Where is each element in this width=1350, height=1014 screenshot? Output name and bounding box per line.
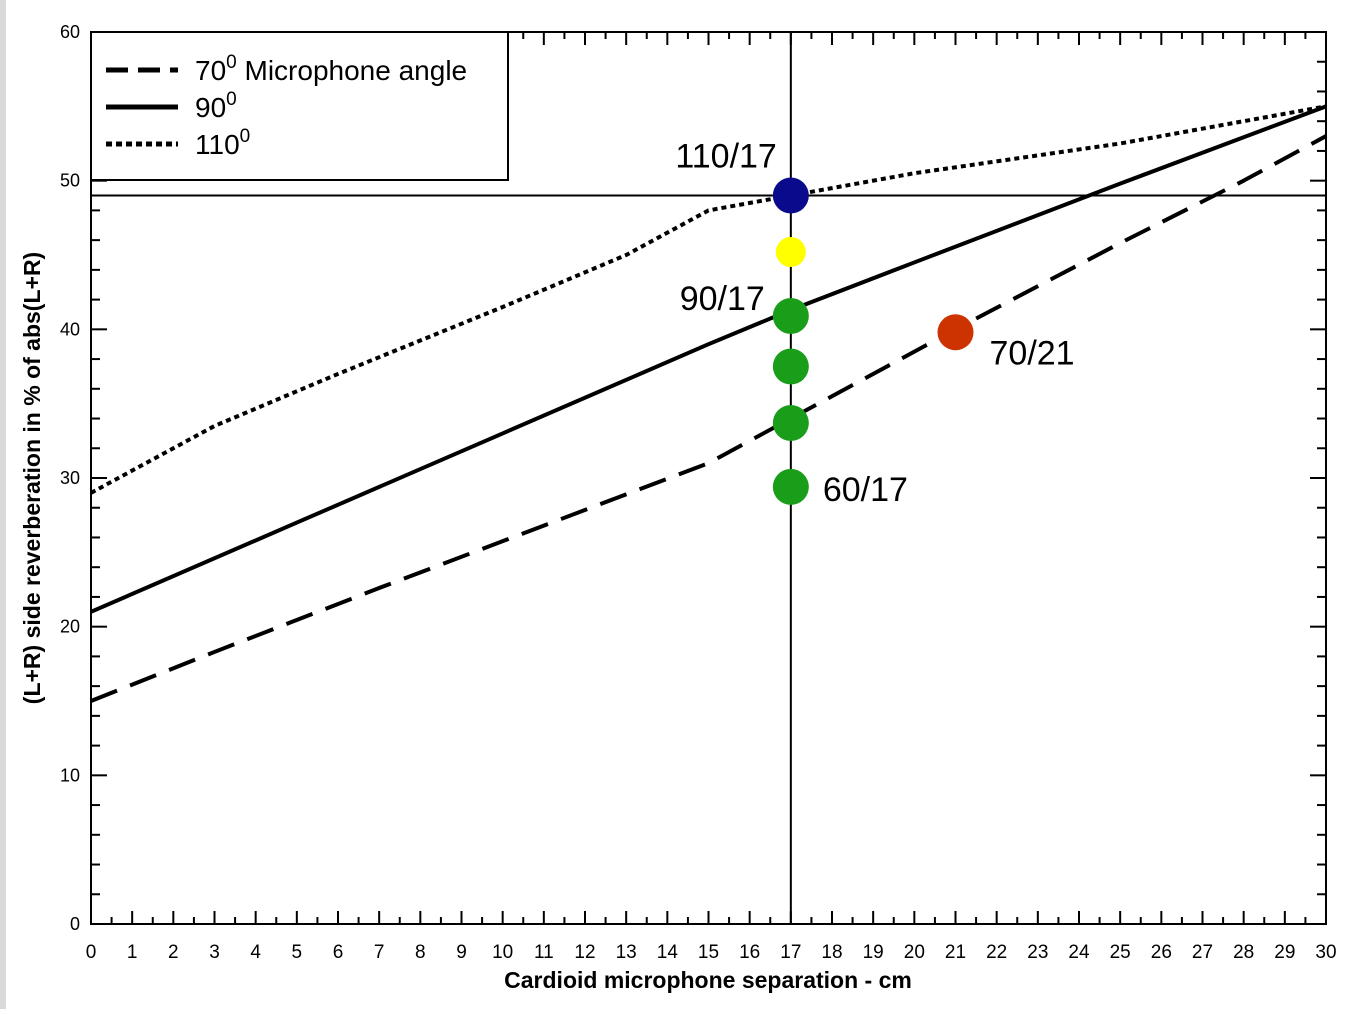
x-tick-label: 21 xyxy=(945,942,966,963)
x-tick-label: 29 xyxy=(1274,942,1295,963)
x-tick-label: 0 xyxy=(86,942,97,963)
axis-tick-labels: 0 1 2 3 4 5 6 7 8 9 10 11 12 13 14 15 16 17 18 19 20 21 22 23 24… xyxy=(60,22,1337,963)
legend-entry: 700 Microphone angle xyxy=(195,52,467,86)
x-tick-label: 25 xyxy=(1110,942,1131,963)
series-line-dashed xyxy=(90,134,1327,703)
data-point xyxy=(775,237,806,268)
x-tick-label: 14 xyxy=(657,942,679,963)
x-tick-label: 10 xyxy=(492,942,513,963)
y-axis-label: (L+R) side reverberation in % of abs(L+R… xyxy=(19,252,45,704)
x-tick-label: 28 xyxy=(1233,942,1254,963)
y-tick-label: 10 xyxy=(60,765,80,785)
x-tick-label: 24 xyxy=(1068,942,1090,963)
point-label: 90/17 xyxy=(680,280,765,318)
x-tick-label: 1 xyxy=(127,942,138,963)
x-tick-label: 19 xyxy=(863,942,884,963)
x-tick-label: 2 xyxy=(168,942,179,963)
x-tick-label: 17 xyxy=(780,942,801,963)
series-line-dotted xyxy=(90,104,1327,495)
axis-ticks xyxy=(90,31,1327,925)
y-tick-label: 60 xyxy=(60,22,80,42)
series-line-solid xyxy=(90,104,1327,614)
x-tick-label: 22 xyxy=(986,942,1007,963)
x-tick-label: 18 xyxy=(821,942,842,963)
x-tick-label: 12 xyxy=(574,942,595,963)
point-label: 60/17 xyxy=(823,471,908,509)
legend-entry: 1100 xyxy=(195,126,250,160)
x-tick-label: 20 xyxy=(904,942,925,963)
legend-entry: 900 xyxy=(195,89,237,123)
x-tick-label: 3 xyxy=(209,942,220,963)
x-tick-label: 26 xyxy=(1151,942,1172,963)
point-label: 110/17 xyxy=(675,138,776,176)
x-tick-label: 13 xyxy=(616,942,637,963)
x-axis-label: Cardioid microphone separation - cm xyxy=(504,967,912,993)
point-label: 70/21 xyxy=(990,334,1075,372)
data-point xyxy=(937,314,974,351)
x-tick-label: 5 xyxy=(292,942,303,963)
x-tick-label: 6 xyxy=(333,942,344,963)
data-point xyxy=(772,404,809,441)
x-tick-label: 9 xyxy=(456,942,467,963)
x-tick-label: 16 xyxy=(739,942,760,963)
data-point xyxy=(772,297,809,334)
y-tick-label: 40 xyxy=(60,319,80,339)
y-tick-label: 20 xyxy=(60,617,80,637)
x-tick-label: 8 xyxy=(415,942,426,963)
x-tick-label: 7 xyxy=(374,942,385,963)
y-tick-label: 50 xyxy=(60,171,80,191)
y-tick-label: 30 xyxy=(60,468,80,488)
data-points: 110/17 90/17 60/17 70/21 xyxy=(675,138,1074,509)
x-tick-label: 30 xyxy=(1315,942,1336,963)
x-tick-label: 11 xyxy=(534,942,554,963)
data-point xyxy=(772,468,809,505)
x-tick-label: 27 xyxy=(1192,942,1213,963)
y-tick-label: 0 xyxy=(70,914,80,934)
data-point xyxy=(772,177,809,214)
series-lines xyxy=(90,104,1327,703)
window-edge xyxy=(0,0,6,1009)
x-tick-label: 4 xyxy=(250,942,261,963)
data-point xyxy=(772,348,809,385)
x-tick-label: 23 xyxy=(1027,942,1048,963)
x-tick-label: 15 xyxy=(698,942,719,963)
